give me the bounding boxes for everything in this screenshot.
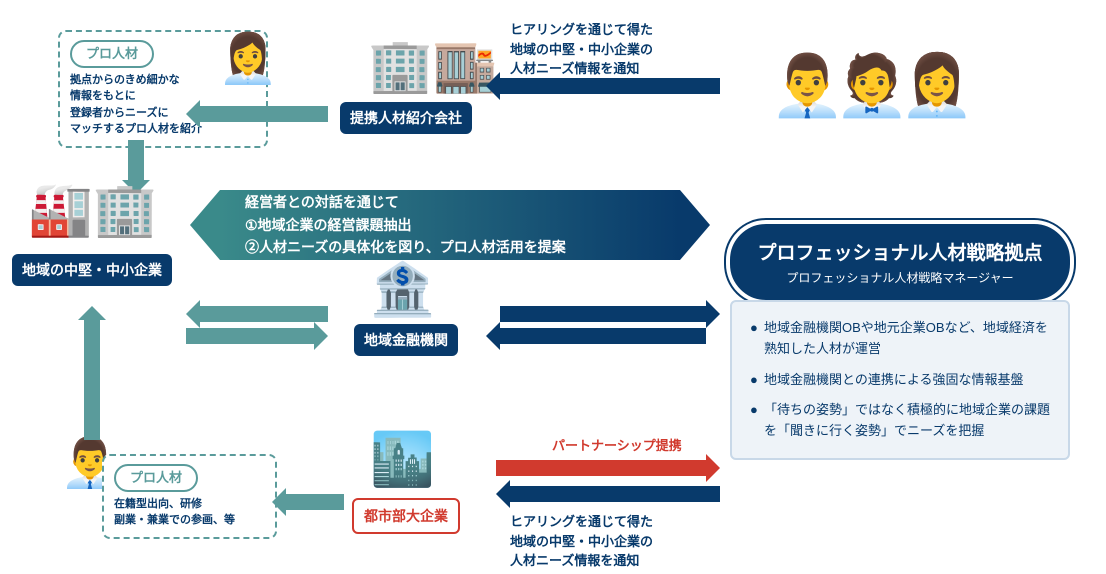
caption-partnership: パートナーシップ提携 [552, 436, 682, 456]
arrow-bank-sme-left [200, 306, 328, 322]
hub-title-pill: プロフェッショナル人材戦略拠点 プロフェッショナル人材戦略マネージャー [726, 220, 1074, 304]
hub-bullet: 「待ちの姿勢」ではなく積極的に地域企業の課題を「聞きに行く姿勢」でニーズを把握 [750, 400, 1050, 442]
pro-talent-desc-2: 在籍型出向、研修 副業・兼業での参画、等 [114, 496, 265, 529]
hub-title-sub: プロフェッショナル人材戦略マネージャー [754, 269, 1046, 286]
arrow-partner-to-pro [200, 106, 328, 122]
arrow-hub-to-partner [500, 78, 720, 94]
partner-agency-label: 提携人材紹介会社 [340, 102, 472, 134]
person-icon-1: 👩‍💼 [218, 36, 278, 84]
caption-hearing-2: ヒアリングを通じて得た 地域の中堅・中小企業の 人材ニーズ情報を通知 [510, 512, 653, 571]
hub-bullets-box: 地域金融機関OBや地元企業OBなど、地域経済を熟知した人材が運営 地域金融機関と… [730, 300, 1070, 460]
bank-label: 地域金融機関 [354, 324, 458, 356]
pro-talent-box-2: プロ人材 在籍型出向、研修 副業・兼業での参画、等 [102, 454, 277, 539]
pro-talent-label-2: プロ人材 [114, 464, 198, 492]
pro-talent-label-1: プロ人材 [70, 40, 154, 68]
arrow-partnership-red [496, 460, 706, 476]
sme-label: 地域の中堅・中小企業 [12, 254, 172, 286]
hub-people-icon: 👨‍💼🧑‍💼👩‍💼 [770, 50, 964, 121]
arrow-pro1-down [128, 140, 144, 180]
caption-hearing-1: ヒアリングを通じて得た 地域の中堅・中小企業の 人材ニーズ情報を通知 [510, 20, 653, 79]
building-icon-partner: 🏢🏬 [368, 40, 498, 92]
hub-bullet: 地域金融機関との連携による強固な情報基盤 [750, 370, 1050, 391]
arrow-corp-blue [510, 486, 720, 502]
hub-bullet: 地域金融機関OBや地元企業OBなど、地域経済を熟知した人材が運営 [750, 318, 1050, 360]
hub-title-main: プロフェッショナル人材戦略拠点 [754, 238, 1046, 265]
corp-label: 都市部大企業 [352, 498, 460, 534]
building-icon-corp: 🏙️ [370, 434, 435, 486]
arrow-pro2-up [84, 320, 100, 440]
arrow-bank-sme-right [186, 328, 314, 344]
building-icon-sme: 🏭🏢 [28, 184, 158, 236]
building-icon-bank: 🏦 [370, 264, 435, 316]
big-arrow-text: 経営者との対話を通じて ①地域企業の経営課題抽出 ②人材ニーズの具体化を図り、プ… [245, 191, 566, 258]
arrow-bank-right [500, 306, 706, 322]
arrow-bank-left [500, 328, 706, 344]
hub-bullets-list: 地域金融機関OBや地元企業OBなど、地域経済を熟知した人材が運営 地域金融機関と… [750, 318, 1050, 442]
arrow-corp-to-pro2 [286, 494, 344, 510]
big-dialogue-arrow: 経営者との対話を通じて ①地域企業の経営課題抽出 ②人材ニーズの具体化を図り、プ… [220, 190, 680, 260]
